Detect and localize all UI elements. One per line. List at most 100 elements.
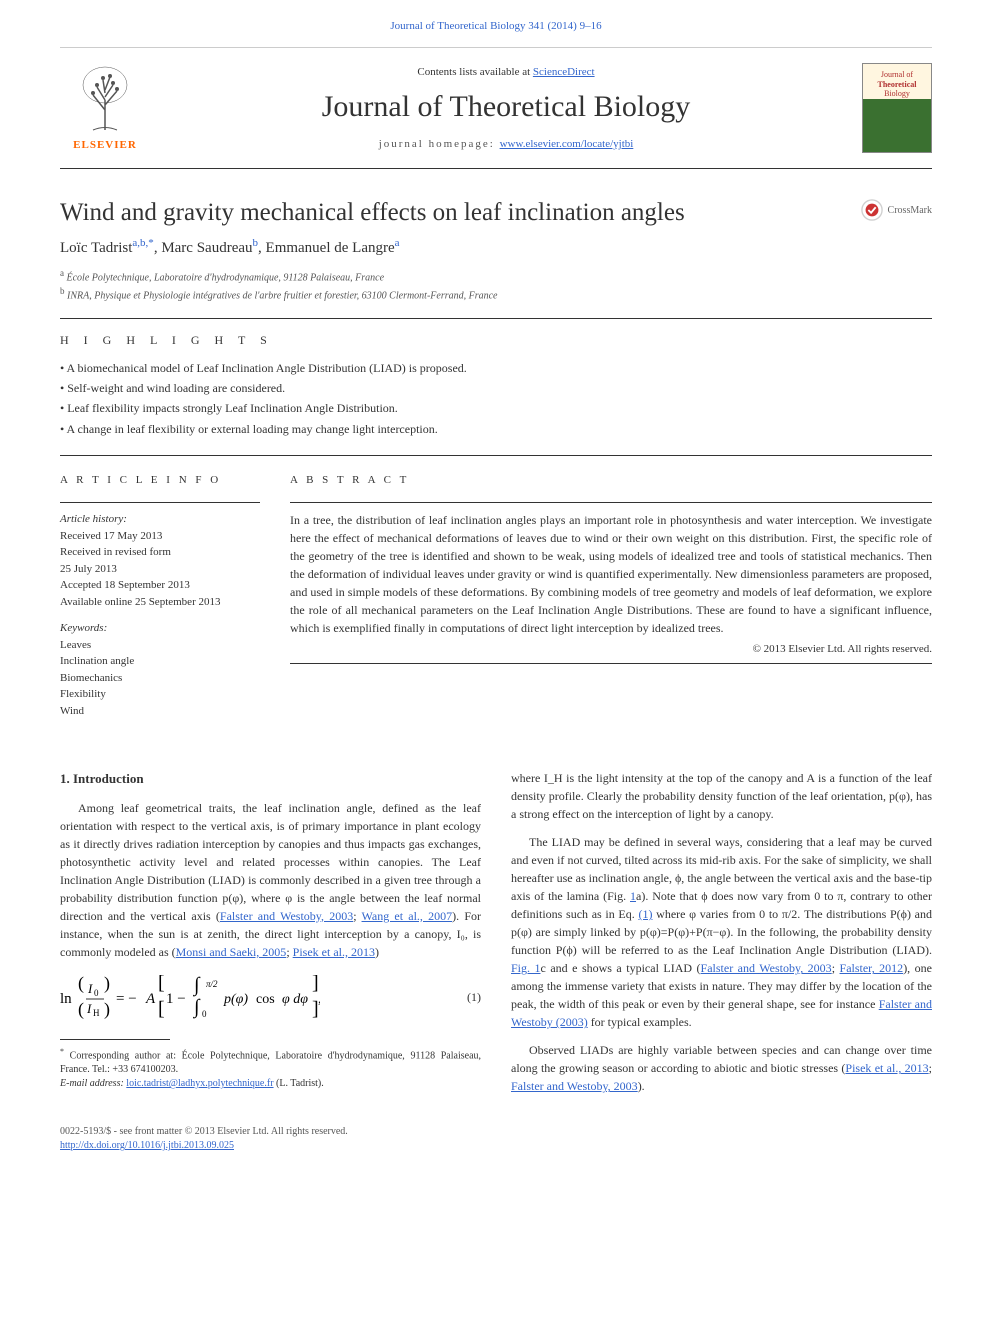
- intro-para-1: Among leaf geometrical traits, the leaf …: [60, 799, 481, 961]
- citation-link[interactable]: Pisek et al., 2013: [845, 1061, 928, 1075]
- email-label: E-mail address:: [60, 1078, 126, 1089]
- affiliation-a: a École Polytechnique, Laboratoire d'hyd…: [60, 267, 932, 285]
- abstract-header: A B S T R A C T: [290, 474, 932, 492]
- history-line: 25 July 2013: [60, 561, 260, 578]
- article-title: Wind and gravity mechanical effects on l…: [60, 199, 685, 227]
- elsevier-label: ELSEVIER: [73, 139, 137, 151]
- svg-text:[: [: [158, 975, 165, 994]
- figure-ref-link[interactable]: Fig. 1: [511, 961, 541, 975]
- text-run: ;: [929, 1061, 932, 1075]
- svg-text:): ): [104, 999, 110, 1019]
- equation-1-svg: ln ( ( I0 IH ) ) = − A [ [ 1 − ∫ ∫ π/2 0…: [60, 975, 320, 1019]
- svg-text:cos: cos: [256, 992, 275, 1007]
- article-history: Article history: Received 17 May 2013 Re…: [60, 511, 260, 610]
- svg-text:0: 0: [202, 1009, 207, 1019]
- text-run: ): [375, 945, 379, 959]
- aff-a-label: a: [60, 268, 64, 278]
- keyword: Inclination angle: [60, 653, 260, 670]
- rule-2: [60, 455, 932, 456]
- svg-text:[: [: [158, 998, 165, 1019]
- equation-1-number: (1): [467, 988, 481, 1006]
- keyword: Wind: [60, 703, 260, 720]
- article-title-row: Wind and gravity mechanical effects on l…: [60, 199, 932, 227]
- aff-b-text: INRA, Physique et Physiologie intégrativ…: [67, 291, 498, 302]
- body-left-column: 1. Introduction Among leaf geometrical t…: [60, 769, 481, 1105]
- journal-title: Journal of Theoretical Biology: [150, 90, 862, 124]
- author-2: , Marc Saudreau: [154, 240, 253, 256]
- abstract-rule: [290, 502, 932, 503]
- info-rule: [60, 502, 260, 503]
- svg-text:I: I: [87, 981, 93, 996]
- highlights-header: H I G H L I G H T S: [60, 333, 932, 348]
- contents-prefix: Contents lists available at: [417, 66, 532, 78]
- keywords-block: Keywords: Leaves Inclination angle Biome…: [60, 620, 260, 719]
- elsevier-logo: ELSEVIER: [60, 58, 150, 158]
- sciencedirect-link[interactable]: ScienceDirect: [533, 66, 595, 78]
- svg-text:1 −: 1 −: [166, 991, 186, 1007]
- svg-text:φ dφ: φ dφ: [282, 992, 308, 1007]
- homepage-prefix: journal homepage:: [379, 138, 500, 150]
- text-run: for typical examples.: [588, 1015, 692, 1029]
- citation-link[interactable]: Falster, 2012: [840, 961, 904, 975]
- svg-text:I: I: [86, 1001, 92, 1016]
- highlights-list: A biomechanical model of Leaf Inclinatio…: [60, 358, 932, 440]
- citation-link[interactable]: Falster and Westoby, 2003: [511, 1079, 638, 1093]
- svg-text:(: (: [78, 999, 84, 1019]
- crossmark-icon: [861, 199, 883, 221]
- svg-text:H: H: [93, 1008, 100, 1018]
- abstract-text: In a tree, the distribution of leaf incl…: [290, 511, 932, 637]
- svg-text:(: (: [78, 975, 84, 994]
- body-right-column: where I_H is the light intensity at the …: [511, 769, 932, 1105]
- svg-text:∫: ∫: [192, 996, 201, 1019]
- equation-ref-link[interactable]: (1): [638, 907, 652, 921]
- text-run: ;: [832, 961, 840, 975]
- affiliations: a École Polytechnique, Laboratoire d'hyd…: [60, 267, 932, 304]
- text-run: Among leaf geometrical traits, the leaf …: [60, 801, 481, 923]
- footnote-rule: [60, 1039, 170, 1040]
- equation-1: ln ( ( I0 IH ) ) = − A [ [ 1 − ∫ ∫ π/2 0…: [60, 975, 481, 1019]
- author-1-affil: a,b,*: [132, 237, 153, 249]
- history-label: Article history:: [60, 511, 260, 528]
- author-3-affil: a: [395, 237, 400, 249]
- affiliation-b: b INRA, Physique et Physiologie intégrat…: [60, 285, 932, 303]
- svg-text:p(φ): p(φ): [223, 992, 248, 1007]
- svg-text:ln: ln: [60, 991, 72, 1007]
- history-line: Available online 25 September 2013: [60, 594, 260, 611]
- header-citation: Journal of Theoretical Biology 341 (2014…: [60, 20, 932, 32]
- doi-link[interactable]: http://dx.doi.org/10.1016/j.jtbi.2013.09…: [60, 1140, 234, 1151]
- col2-para-3: Observed LIADs are highly variable betwe…: [511, 1041, 932, 1095]
- history-line: Received 17 May 2013: [60, 528, 260, 545]
- masthead-center: Contents lists available at ScienceDirec…: [150, 66, 862, 150]
- homepage-link[interactable]: www.elsevier.com/locate/yjtbi: [500, 138, 634, 150]
- citation-link[interactable]: Falster and Westoby, 2003: [701, 961, 832, 975]
- body-columns: 1. Introduction Among leaf geometrical t…: [60, 769, 932, 1105]
- keyword: Flexibility: [60, 686, 260, 703]
- highlight-item: Self-weight and wind loading are conside…: [60, 378, 932, 398]
- highlight-item: Leaf flexibility impacts strongly Leaf I…: [60, 398, 932, 418]
- citation-link[interactable]: Wang et al., 2007: [362, 909, 453, 923]
- highlight-item: A biomechanical model of Leaf Inclinatio…: [60, 358, 932, 378]
- abstract-column: A B S T R A C T In a tree, the distribut…: [290, 474, 932, 719]
- rule-1: [60, 318, 932, 319]
- citation-link[interactable]: Pisek et al., 2013: [293, 945, 375, 959]
- text-run: c and e shows a typical LIAD (: [541, 961, 701, 975]
- journal-cover-thumbnail: Journal of Theoretical Biology: [862, 63, 932, 153]
- masthead: ELSEVIER Contents lists available at Sci…: [60, 47, 932, 169]
- col2-para-1: where I_H is the light intensity at the …: [511, 769, 932, 823]
- svg-text:): ): [104, 975, 110, 994]
- homepage-line: journal homepage: www.elsevier.com/locat…: [150, 138, 862, 150]
- footnote-text: Corresponding author at: École Polytechn…: [60, 1050, 481, 1075]
- citation-link[interactable]: Monsi and Saeki, 2005: [176, 945, 287, 959]
- aff-a-text: École Polytechnique, Laboratoire d'hydro…: [67, 272, 385, 283]
- crossmark-badge[interactable]: CrossMark: [861, 199, 932, 221]
- citation-link[interactable]: Falster and Westoby, 2003: [220, 909, 353, 923]
- article-info-column: A R T I C L E I N F O Article history: R…: [60, 474, 260, 719]
- email-link[interactable]: loic.tadrist@ladhyx.polytechnique.fr: [126, 1078, 273, 1089]
- cover-line-2: Theoretical: [878, 80, 917, 90]
- section-1-title: 1. Introduction: [60, 769, 481, 789]
- issn-line: 0022-5193/$ - see front matter © 2013 El…: [60, 1125, 932, 1139]
- svg-text:= −: = −: [116, 991, 137, 1007]
- history-line: Accepted 18 September 2013: [60, 577, 260, 594]
- text-run: ).: [638, 1079, 645, 1093]
- crossmark-label: CrossMark: [888, 205, 932, 216]
